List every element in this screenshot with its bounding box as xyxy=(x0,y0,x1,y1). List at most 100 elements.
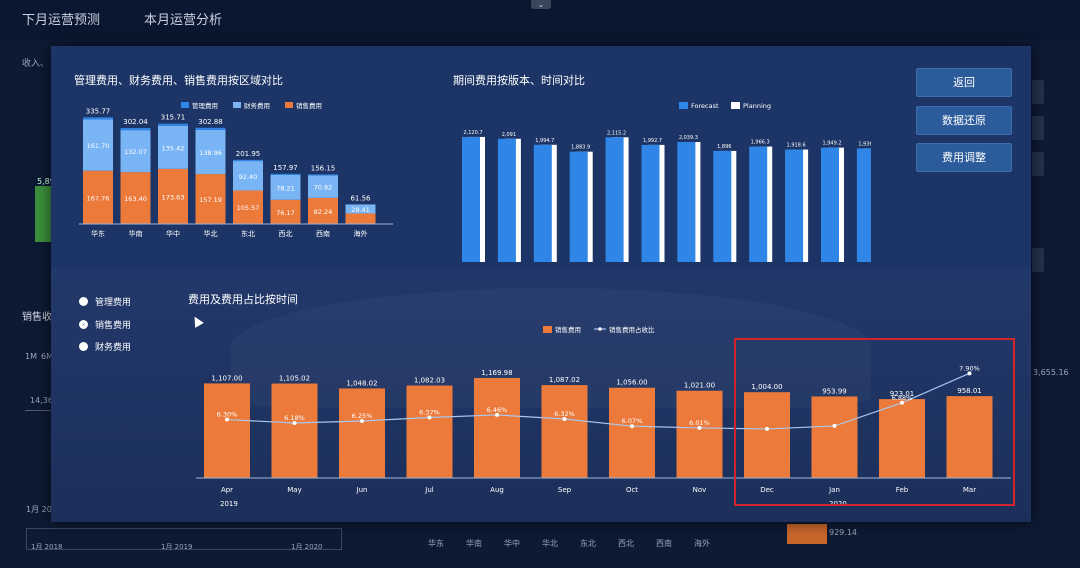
ratio-value-label: 6.46% xyxy=(487,406,508,414)
bar-value-label: 82.24 xyxy=(314,208,333,216)
bar-forecast xyxy=(749,146,768,262)
restore-data-button[interactable]: 数据还原 xyxy=(916,106,1012,135)
bar-finance-segment xyxy=(195,129,226,175)
bar-admin-segment xyxy=(308,174,338,176)
ratio-point xyxy=(225,417,229,422)
expense-analysis-modal: 管理费用、财务费用、销售费用按区域对比 期间费用按版本、时间对比 费用及费用占比… xyxy=(51,46,1031,522)
background-value-c: 3,655.16 xyxy=(1033,368,1069,377)
background-time-6m[interactable]: 6M xyxy=(41,352,53,361)
ratio-point xyxy=(360,419,364,423)
bar-value-label: 70.82 xyxy=(314,184,333,192)
bar-finance-segment xyxy=(308,175,338,198)
bar-value-label: 161.70 xyxy=(87,142,110,150)
radio-label: 财务费用 xyxy=(95,343,132,353)
legend-swatch xyxy=(679,102,688,109)
bar-total-label: 335.77 xyxy=(86,107,111,115)
bar-value-label: 163.40 xyxy=(124,195,147,203)
bar-sales-segment xyxy=(158,168,188,224)
x-tick-label: Aug xyxy=(490,486,504,494)
bar-finance-segment xyxy=(270,174,301,200)
bar-total-label: 157.97 xyxy=(273,164,298,172)
legend-swatch xyxy=(543,326,552,333)
legend-swatch xyxy=(233,102,241,108)
scrub-label: 1月 2020 xyxy=(291,543,323,551)
bar-sales xyxy=(676,390,723,478)
collapse-chevron-icon[interactable]: ⌄ xyxy=(531,0,551,9)
bar-value-label: 135.42 xyxy=(162,144,185,152)
background-region-label: 华中 xyxy=(504,539,520,548)
bar-value-label: 1,004.00 xyxy=(751,383,782,391)
bar-sales xyxy=(946,396,993,478)
background-region-label: 东北 xyxy=(580,539,596,548)
scrub-label: 1月 2018 xyxy=(31,543,63,551)
highlight-box xyxy=(734,338,1015,506)
bar-value-label: 2,039.3 xyxy=(679,135,698,141)
bar-value-label: 173.63 xyxy=(162,193,185,201)
bar-admin-segment xyxy=(233,159,263,162)
radio-finance-expense[interactable]: 财务费用 xyxy=(79,340,131,353)
bar-value-label: 157.19 xyxy=(199,196,222,204)
legend-swatch xyxy=(285,102,293,108)
bar-value-label: 923.01 xyxy=(890,390,915,398)
bar-value-label: 1,105.02 xyxy=(279,375,310,383)
background-time-1m[interactable]: 1M xyxy=(25,352,37,361)
ratio-value-label: 6.01% xyxy=(689,419,710,427)
bar-forecast xyxy=(713,150,732,262)
bar-value-label: 76.17 xyxy=(276,209,295,217)
bar-value-label: 958.01 xyxy=(957,387,982,395)
radio-icon[interactable] xyxy=(79,342,88,351)
bar-value-label: 2,120.7 xyxy=(463,130,482,136)
bar-value-label: 1,021.00 xyxy=(684,382,715,390)
radio-sales-expense[interactable]: 销售费用 xyxy=(79,318,131,331)
ratio-value-label: 6.07% xyxy=(622,417,643,425)
ratio-point xyxy=(630,424,634,429)
bar-total-label: 201.95 xyxy=(236,150,261,158)
bar-admin-segment xyxy=(158,123,188,126)
ratio-point xyxy=(697,425,702,430)
background-region-label: 海外 xyxy=(694,539,710,548)
radio-selected-icon[interactable] xyxy=(79,320,88,329)
bar-total-label: 302.04 xyxy=(123,118,148,126)
ratio-point xyxy=(562,416,567,421)
bar-total-label: 156.15 xyxy=(311,164,336,172)
legend-label: 销售费用 xyxy=(555,325,581,334)
bar-sales xyxy=(406,385,453,478)
scrub-label: 1月 2019 xyxy=(161,543,193,551)
x-tick-label: Jul xyxy=(424,486,434,494)
bar-sales xyxy=(541,385,588,478)
bar-value-label: 138.96 xyxy=(199,149,222,157)
back-button[interactable]: 返回 xyxy=(916,68,1012,97)
background-region-label: 华南 xyxy=(466,539,482,548)
bar-forecast xyxy=(569,151,588,262)
background-right-panel xyxy=(1032,248,1044,272)
x-tick-label: 华北 xyxy=(204,229,218,238)
ratio-point xyxy=(292,421,297,426)
background-income-label: 收入、 xyxy=(22,59,50,69)
x-tick-label: 西北 xyxy=(279,230,293,238)
adjust-expense-button[interactable]: 费用调整 xyxy=(916,143,1012,172)
tab-this-month-analysis[interactable]: 本月运营分析 xyxy=(144,13,223,28)
x-tick-label: Sep xyxy=(558,486,572,494)
background-right-panel xyxy=(1032,116,1044,140)
background-region-label: 西南 xyxy=(656,539,672,548)
bar-forecast xyxy=(856,148,871,262)
bar-value-label: 1,169.98 xyxy=(481,369,512,377)
bar-sales xyxy=(609,387,655,478)
background-time-scrubber[interactable]: 1月 2018 1月 2019 1月 2020 xyxy=(26,528,342,551)
bar-forecast xyxy=(821,147,839,262)
x-tick-label: Jan xyxy=(828,486,840,494)
legend-label: 销售费用占收比 xyxy=(609,325,655,334)
radio-admin-expense[interactable]: 管理费用 xyxy=(79,295,131,308)
ratio-point xyxy=(765,426,769,431)
x-tick-label: May xyxy=(287,486,301,494)
ratio-point xyxy=(832,423,837,428)
bar-value-label: 1,936.2 xyxy=(858,141,871,147)
ratio-value-label: 6.25% xyxy=(352,412,373,420)
bar-finance-segment xyxy=(233,161,263,191)
bar-total-label: 315.71 xyxy=(161,114,186,122)
bar-value-label: 1,966.3 xyxy=(751,140,770,146)
radio-icon[interactable] xyxy=(79,297,88,306)
ratio-line xyxy=(226,372,970,430)
tab-next-month-forecast[interactable]: 下月运营预测 xyxy=(22,13,101,28)
bar-value-label: 2,091 xyxy=(502,132,516,138)
